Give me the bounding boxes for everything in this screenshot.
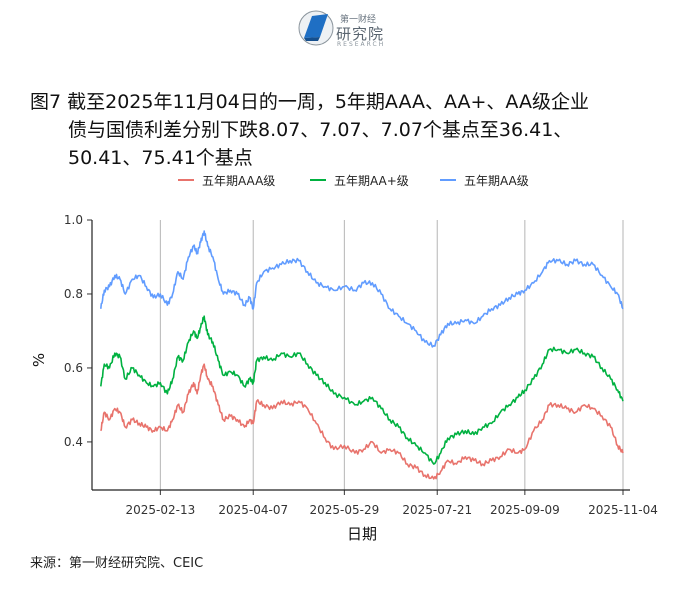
logo-en: RESEARCH [337,41,386,48]
logo-icon [298,10,334,46]
x-tick-label-3: 2025-07-21 [402,503,472,517]
figure-title: 图7 截至2025年11月04日的一周，5年期AAA、AA+、AA级企业 债与国… [30,88,670,172]
legend-label-aa: 五年期AA级 [464,173,529,188]
legend-swatch-aa [440,179,456,181]
y-tick-label-2: 0.8 [64,287,83,301]
logo-name: 研究院 [336,25,385,43]
x-tick-label-0: 2025-02-13 [125,503,195,517]
x-tick-label-1: 2025-04-07 [218,503,288,517]
title-line-1: 图7 截至2025年11月04日的一周，5年期AAA、AA+、AA级企业 [30,91,589,113]
series-line-aa [100,230,624,348]
source-note: 来源：第一财经研究院、CEIC [30,556,204,571]
x-tick-label-4: 2025-09-09 [490,503,560,517]
x-axis-title: 日期 [347,525,377,543]
y-axis-title: % [30,353,48,367]
legend-item-aa-plus: 五年期AA+级 [310,170,409,190]
axis-layer: 2025-02-13 2025-04-07 2025-05-29 2025-07-21… [64,213,658,517]
title-line-2: 债与国债利差分别下跌8.07、7.07、7.07个基点至36.41、 [68,119,573,141]
x-tick-label-2: 2025-05-29 [309,503,379,517]
y-tick-label-0: 0.4 [64,435,83,449]
title-line-3: 50.41、75.41个基点 [68,147,253,169]
legend-label-aaa: 五年期AAA级 [202,173,276,188]
logo: 第一财经 研究院 RESEARCH [296,4,396,50]
series-line-aaa [100,363,624,480]
y-tick-label-3: 1.0 [64,213,83,227]
legend-swatch-aa-plus [310,179,326,181]
y-tick-label-1: 0.6 [64,361,83,375]
legend-item-aaa: 五年期AAA级 [178,170,275,190]
legend-item-aa: 五年期AA级 [440,170,529,190]
logo-brand: 第一财经 [340,15,377,25]
legend-label-aa-plus: 五年期AA+级 [334,173,409,188]
x-tick-label-5: 2025-11-04 [588,503,658,517]
series-layer [100,230,624,480]
chart-legend: 五年期AAA级 五年期AA+级 五年期AA级 [0,170,691,190]
legend-swatch-aaa [178,179,194,181]
series-line-aa-plus [100,315,624,465]
